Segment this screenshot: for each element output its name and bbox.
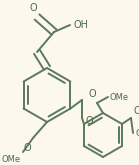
Text: OMe: OMe	[110, 93, 129, 101]
Text: O: O	[23, 143, 31, 153]
Text: OH: OH	[74, 20, 89, 30]
Text: O: O	[88, 89, 96, 99]
Text: OMe: OMe	[2, 155, 21, 164]
Text: O: O	[133, 106, 139, 116]
Text: O: O	[85, 116, 93, 126]
Text: OMe: OMe	[135, 129, 139, 137]
Text: O: O	[29, 3, 37, 13]
